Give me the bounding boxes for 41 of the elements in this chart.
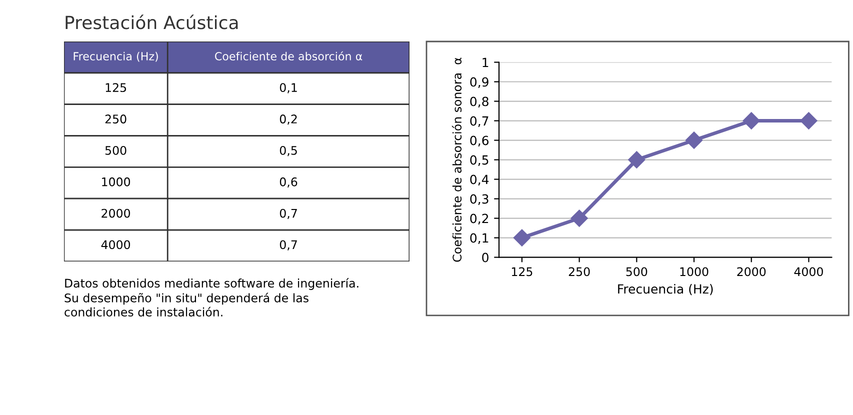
point bbox=[570, 210, 588, 227]
x-tick-label: 2000 bbox=[737, 267, 766, 276]
y-tick-label: 0,1 bbox=[470, 233, 488, 244]
text: 250 bbox=[105, 114, 126, 124]
x-axis-title: Frecuencia (Hz) bbox=[618, 284, 713, 296]
text: 0,6 bbox=[280, 177, 298, 188]
text: 125 bbox=[106, 83, 126, 92]
x-tick-label: 1000 bbox=[680, 267, 708, 276]
x-tick-label: 125 bbox=[512, 267, 532, 276]
y-tick-label: 1 bbox=[482, 58, 488, 67]
text: 0,1 bbox=[280, 83, 297, 94]
point bbox=[513, 229, 530, 246]
text: Prestación Acústica bbox=[66, 14, 238, 30]
x-tick-label: 4000 bbox=[794, 267, 823, 276]
x-tick-label: 500 bbox=[626, 267, 648, 276]
text: 1000 bbox=[102, 177, 130, 186]
y-tick-label: 0,4 bbox=[470, 174, 489, 186]
y-tick-label: 0,9 bbox=[470, 77, 488, 88]
text: 0,5 bbox=[280, 146, 297, 156]
text: 4000 bbox=[101, 240, 130, 250]
y-tick-label: 0,7 bbox=[470, 116, 488, 127]
y-tick-label: 0 bbox=[482, 252, 488, 262]
y-tick-label: 0,6 bbox=[470, 136, 488, 146]
text: 2000 bbox=[102, 208, 130, 218]
y-tick-label: 0,3 bbox=[470, 194, 488, 205]
y-tick-label: 0,8 bbox=[470, 96, 488, 108]
point bbox=[685, 132, 703, 149]
point bbox=[800, 112, 818, 130]
text: 0,7 bbox=[280, 240, 297, 250]
text: 0,2 bbox=[280, 114, 297, 125]
y-tick-label: 0,2 bbox=[470, 214, 488, 224]
y-tick-label: 0,5 bbox=[470, 155, 488, 166]
x-tick-label: 250 bbox=[568, 267, 590, 276]
y-axis-title: Coeficiente de absorción sonora α bbox=[452, 58, 462, 262]
point bbox=[742, 112, 760, 130]
text: Frecuencia (Hz) bbox=[74, 52, 158, 62]
text: 0,7 bbox=[280, 208, 297, 219]
text: 500 bbox=[105, 146, 126, 155]
text: Datos obtenidos mediante software de ingeniería. Su desempeño "in situ" dependerá de las condiciones de instalación. bbox=[64, 278, 358, 317]
point bbox=[628, 151, 646, 168]
text: Coeficiente de absorción α bbox=[215, 51, 362, 60]
